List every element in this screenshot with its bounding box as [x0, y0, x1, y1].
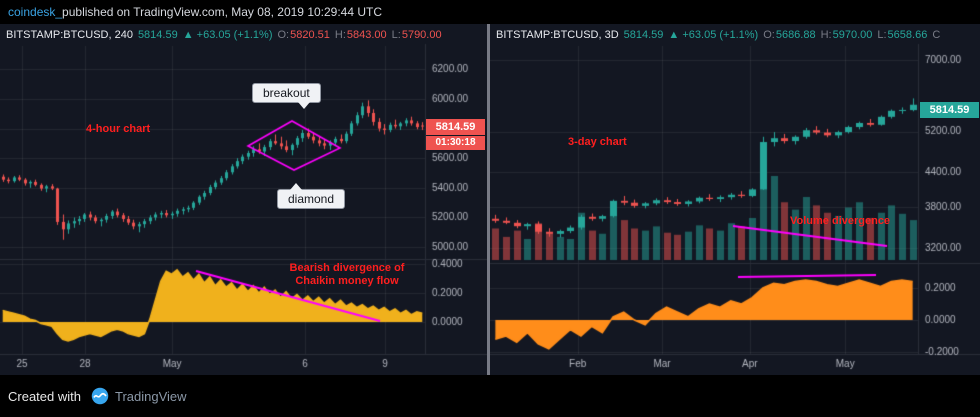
note-3day-chart: 3-day chart: [568, 136, 627, 148]
open-value-4h: 5820.51: [290, 29, 330, 41]
note-cmf-divergence: Bearish divergence of Chaikin money flow: [262, 262, 432, 288]
tradingview-logo-icon[interactable]: [91, 387, 109, 405]
price-chart-3d-canvas[interactable]: [490, 24, 980, 375]
low-label-4h: L:: [391, 29, 401, 41]
last-price-4h: 5814.59: [137, 29, 178, 41]
note-4hour-chart: 4-hour chart: [86, 123, 151, 135]
open-label-3d: O:: [763, 29, 775, 41]
note-volume-divergence: Volume divergence: [790, 215, 891, 227]
publish-header: coindesk_ published on TradingView.com, …: [0, 0, 980, 24]
last-price-badge-value: 5814.59: [435, 121, 476, 133]
open-label-4h: O:: [277, 29, 290, 41]
footer: Created with TradingView: [0, 375, 980, 417]
chart-panel-3d: BITSTAMP:BTCUSD, 3D 5814.59 ▲ +63.05 (+1.1…: [490, 24, 980, 375]
charts-row: BITSTAMP:BTCUSD, 240 5814.59 ▲ +63.05 (+1.…: [0, 24, 980, 375]
diamond-callout: diamond: [277, 183, 346, 209]
price-chart-4h-canvas[interactable]: [0, 24, 487, 375]
high-value-3d: 5970.00: [832, 29, 873, 41]
bar-countdown-value: 01:30:18: [435, 137, 476, 148]
chart-panel-4h: BITSTAMP:BTCUSD, 240 5814.59 ▲ +63.05 (+1.…: [0, 24, 487, 375]
diamond-callout-label: diamond: [288, 192, 335, 206]
low-label-3d: L:: [877, 29, 887, 41]
high-label-4h: H:: [334, 29, 346, 41]
low-value-3d: 5658.66: [887, 29, 928, 41]
high-label-3d: H:: [820, 29, 832, 41]
price-change-3d: ▲ +63.05 (+1.1%): [668, 29, 759, 41]
high-value-4h: 5843.00: [346, 29, 387, 41]
symbol-title-3d: BITSTAMP:BTCUSD, 3D: [496, 29, 619, 41]
created-with-text: Created with: [8, 388, 81, 404]
note-cmf-divergence-line1: Bearish divergence of: [289, 262, 405, 274]
breakout-callout: breakout: [252, 83, 321, 109]
last-price-badge-3d: 5814.59: [920, 102, 979, 118]
breakout-callout-label: breakout: [263, 86, 310, 100]
close-label-3d: C: [932, 29, 941, 41]
author-link[interactable]: coindesk_: [8, 5, 63, 19]
last-price-badge-4h: 5814.59: [426, 119, 485, 135]
chart-legend-3d: BITSTAMP:BTCUSD, 3D 5814.59 ▲ +63.05 (+1.1…: [496, 29, 941, 43]
last-price-badge-3d-value: 5814.59: [929, 104, 970, 116]
symbol-title-4h: BITSTAMP:BTCUSD, 240: [6, 29, 133, 41]
last-price-3d: 5814.59: [623, 29, 664, 41]
bar-countdown-badge: 01:30:18: [426, 136, 485, 150]
open-value-3d: 5686.88: [775, 29, 816, 41]
chart-legend-4h: BITSTAMP:BTCUSD, 240 5814.59 ▲ +63.05 (+1.…: [6, 29, 447, 43]
low-value-4h: 5790.00: [401, 29, 442, 41]
note-cmf-divergence-line2: Chaikin money flow: [295, 275, 399, 287]
price-change-4h: ▲ +63.05 (+1.1%): [182, 29, 273, 41]
publish-info-text: published on TradingView.com, May 08, 20…: [62, 5, 383, 19]
tradingview-link[interactable]: TradingView: [114, 388, 187, 404]
